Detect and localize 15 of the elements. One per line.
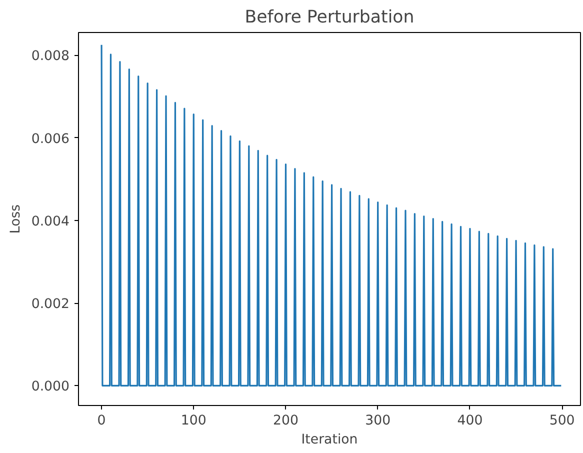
y-tick-label: 0.008 bbox=[31, 49, 70, 64]
x-axis-title: Iteration bbox=[301, 432, 358, 448]
x-tick-label: 500 bbox=[549, 414, 575, 428]
chart-title: Before Perturbation bbox=[244, 8, 414, 28]
x-tick-label: 400 bbox=[457, 414, 483, 428]
line-series bbox=[100, 44, 562, 386]
y-tick-label: 0.000 bbox=[31, 380, 70, 395]
x-tick-label: 0 bbox=[97, 414, 106, 428]
x-tick-label: 300 bbox=[365, 414, 391, 428]
y-axis-title: Loss bbox=[8, 204, 24, 234]
x-tick-label: 100 bbox=[180, 414, 206, 428]
x-tick-label: 200 bbox=[273, 414, 298, 428]
y-tick-label: 0.004 bbox=[31, 214, 70, 230]
y-tick-label: 0.002 bbox=[31, 297, 70, 312]
y-tick-label: 0.006 bbox=[31, 132, 70, 147]
